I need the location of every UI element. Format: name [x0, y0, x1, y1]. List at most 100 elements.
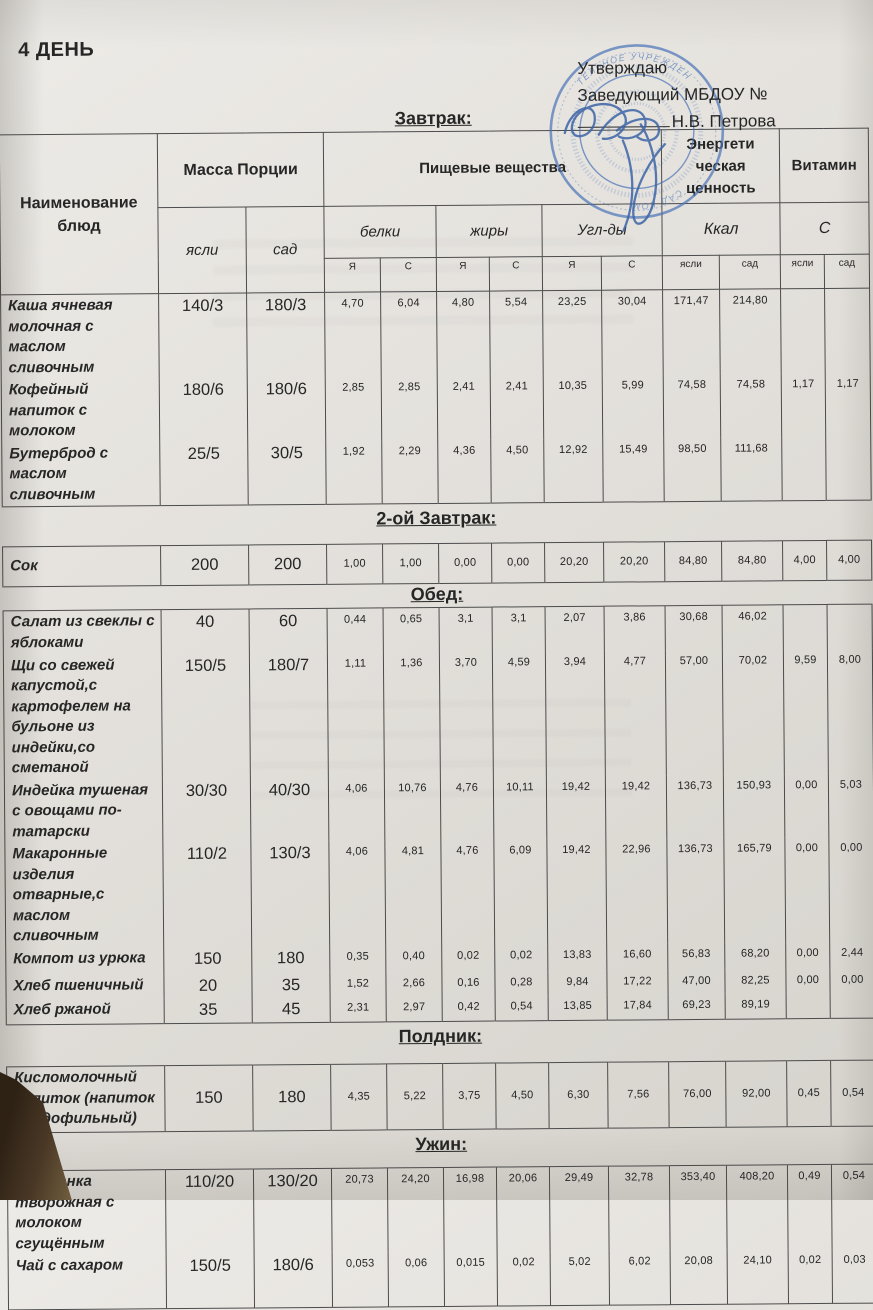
- nutrition-value: 0,00: [829, 968, 873, 993]
- nutrition-value: [780, 288, 826, 374]
- nutrition-value: 408,20: [726, 1164, 789, 1250]
- dish-name: Сок: [2, 545, 161, 587]
- subcol-sad: сад: [719, 254, 781, 290]
- nutrition-value: 0,015: [444, 1251, 498, 1306]
- nutrition-value: 4,00: [826, 540, 872, 581]
- nutrition-value: 5,54: [489, 290, 544, 376]
- nutrition-value: 1,17: [825, 372, 871, 437]
- menu-table-snack: Кисломолочный напиток (напиток ацидофиль…: [6, 1059, 873, 1134]
- nutrition-value: 1,36: [383, 651, 441, 777]
- nutrition-value: 6,30: [548, 1062, 609, 1129]
- portion-mass: 180: [251, 945, 330, 973]
- nutrition-value: 30,04: [601, 289, 664, 375]
- subcol-yasli: ясли: [662, 255, 720, 290]
- nutrition-value: 15,49: [602, 437, 665, 503]
- dish-name: Макаронные изделия отварные,с маслом сли…: [4, 842, 164, 948]
- portion-mass: 180: [252, 1064, 332, 1131]
- portion-mass: 180/3: [246, 292, 326, 378]
- nutrition-value: 3,86: [604, 605, 666, 651]
- nutrition-value: 5,03: [828, 773, 873, 837]
- dish-name: Индейка тушеная с овощами по-татарски: [4, 778, 163, 844]
- nutrition-value: 3,75: [442, 1063, 497, 1130]
- nutrition-value: 20,73: [331, 1167, 389, 1253]
- nutrition-value: 2,31: [330, 995, 387, 1023]
- nutrition-value: 0,16: [441, 971, 496, 996]
- portion-mass: 35: [251, 972, 331, 997]
- nutrition-value: 76,00: [668, 1061, 727, 1128]
- nutrition-value: 98,50: [663, 437, 722, 502]
- nutrition-value: 68,20: [724, 941, 786, 970]
- portion-mass: 110/2: [162, 841, 252, 947]
- portion-mass: 180/6: [254, 1252, 333, 1308]
- nutrition-value: 1,00: [326, 543, 383, 585]
- nutrition-value: 1,17: [781, 372, 826, 437]
- nutrition-value: 0,28: [494, 970, 549, 996]
- portion-mass: 130/20: [253, 1168, 333, 1254]
- nutrition-value: 13,85: [548, 994, 608, 1021]
- dish-name: Хлеб пшеничный: [5, 973, 165, 999]
- menu-row: Сок 200 200 1,00 1,00 0,00 0,00 20,20 20,20 84,80…: [2, 540, 872, 587]
- nutrition-value: 24,20: [387, 1167, 445, 1253]
- portion-mass: 150: [163, 945, 252, 974]
- col-header-mass: Масса Порции: [157, 132, 324, 208]
- nutrition-value: 4,06: [328, 840, 386, 946]
- col-header-fat: жиры: [435, 204, 543, 258]
- nutrition-value: 10,35: [543, 374, 603, 439]
- nutrition-value: 0,02: [494, 943, 548, 972]
- portion-mass: 60: [249, 608, 328, 653]
- col-header-yasli: ясли: [157, 206, 247, 294]
- col-header-vitamin: Витамин: [779, 128, 869, 203]
- nutrition-value: 16,98: [443, 1167, 498, 1252]
- nutrition-value: [825, 436, 872, 501]
- nutrition-value: 0,49: [787, 1164, 833, 1250]
- nutrition-value: 69,23: [668, 993, 726, 1020]
- subcol-s: С: [601, 255, 663, 291]
- nutrition-value: 136,73: [666, 837, 725, 943]
- nutrition-value: 4,50: [490, 438, 545, 504]
- nutrition-value: 2,85: [325, 376, 382, 441]
- section-title-second-breakfast: 2-ой Завтрак:: [376, 507, 497, 529]
- nutrition-value: 4,59: [492, 650, 547, 777]
- round-stamp: ТЕЛЬНОЕ УЧРЕЖДЕН САД КОМ: [549, 44, 725, 219]
- nutrition-value: 6,02: [609, 1250, 671, 1305]
- nutrition-value: 150,93: [723, 773, 785, 838]
- dish-name: Кофейный напиток с молоком: [1, 378, 160, 443]
- nutrition-value: 214,80: [719, 288, 782, 374]
- nutrition-value: 20,06: [496, 1166, 551, 1252]
- col-header-sad: сад: [245, 206, 325, 293]
- menu-row: Запеканка творожная с молоком сгущённым1…: [7, 1164, 873, 1256]
- nutrition-value: 17,22: [606, 969, 669, 995]
- nutrition-value: 0,65: [383, 607, 440, 652]
- nutrition-value: 171,47: [662, 289, 721, 375]
- dish-name: Салат из свеклы с яблоками: [3, 609, 162, 655]
- nutrition-value: 0,54: [831, 1164, 873, 1249]
- portion-mass: 200: [160, 544, 249, 586]
- dish-name: Хлеб ржаной: [6, 997, 165, 1025]
- col-header-protein: белки: [323, 205, 437, 259]
- nutrition-value: 1,92: [325, 439, 383, 505]
- nutrition-value: 4,81: [384, 839, 442, 945]
- portion-mass: 110/20: [165, 1168, 255, 1255]
- nutrition-value: [781, 436, 827, 501]
- section-title-dinner: Ужин:: [415, 1133, 468, 1155]
- nutrition-value: 0,02: [441, 944, 495, 972]
- nutrition-value: 82,25: [724, 968, 787, 994]
- nutrition-value: 89,19: [725, 992, 787, 1020]
- nutrition-value: 0,45: [786, 1060, 832, 1127]
- nutrition-value: 30,68: [665, 605, 723, 650]
- nutrition-value: 4,80: [436, 291, 491, 376]
- nutrition-value: 353,40: [669, 1165, 728, 1251]
- portion-mass: 30/30: [162, 777, 251, 843]
- nutrition-value: 0,00: [491, 542, 545, 584]
- nutrition-value: 4,70: [324, 291, 382, 377]
- nutrition-value: 56,83: [667, 942, 725, 970]
- nutrition-value: 0,06: [388, 1251, 445, 1307]
- nutrition-value: 20,20: [603, 541, 665, 583]
- menu-row: Бутерброд с маслом сливочным 25/5 30/5 1,92…: [1, 436, 872, 507]
- nutrition-value: 1,52: [329, 971, 387, 997]
- menu-row: Каша ячневая молочная с маслом сливочным…: [0, 288, 871, 380]
- portion-mass: 180/6: [159, 377, 248, 442]
- nutrition-value: 0,00: [784, 773, 829, 838]
- nutrition-value: 5,22: [386, 1063, 444, 1130]
- nutrition-value: 0,00: [785, 968, 831, 993]
